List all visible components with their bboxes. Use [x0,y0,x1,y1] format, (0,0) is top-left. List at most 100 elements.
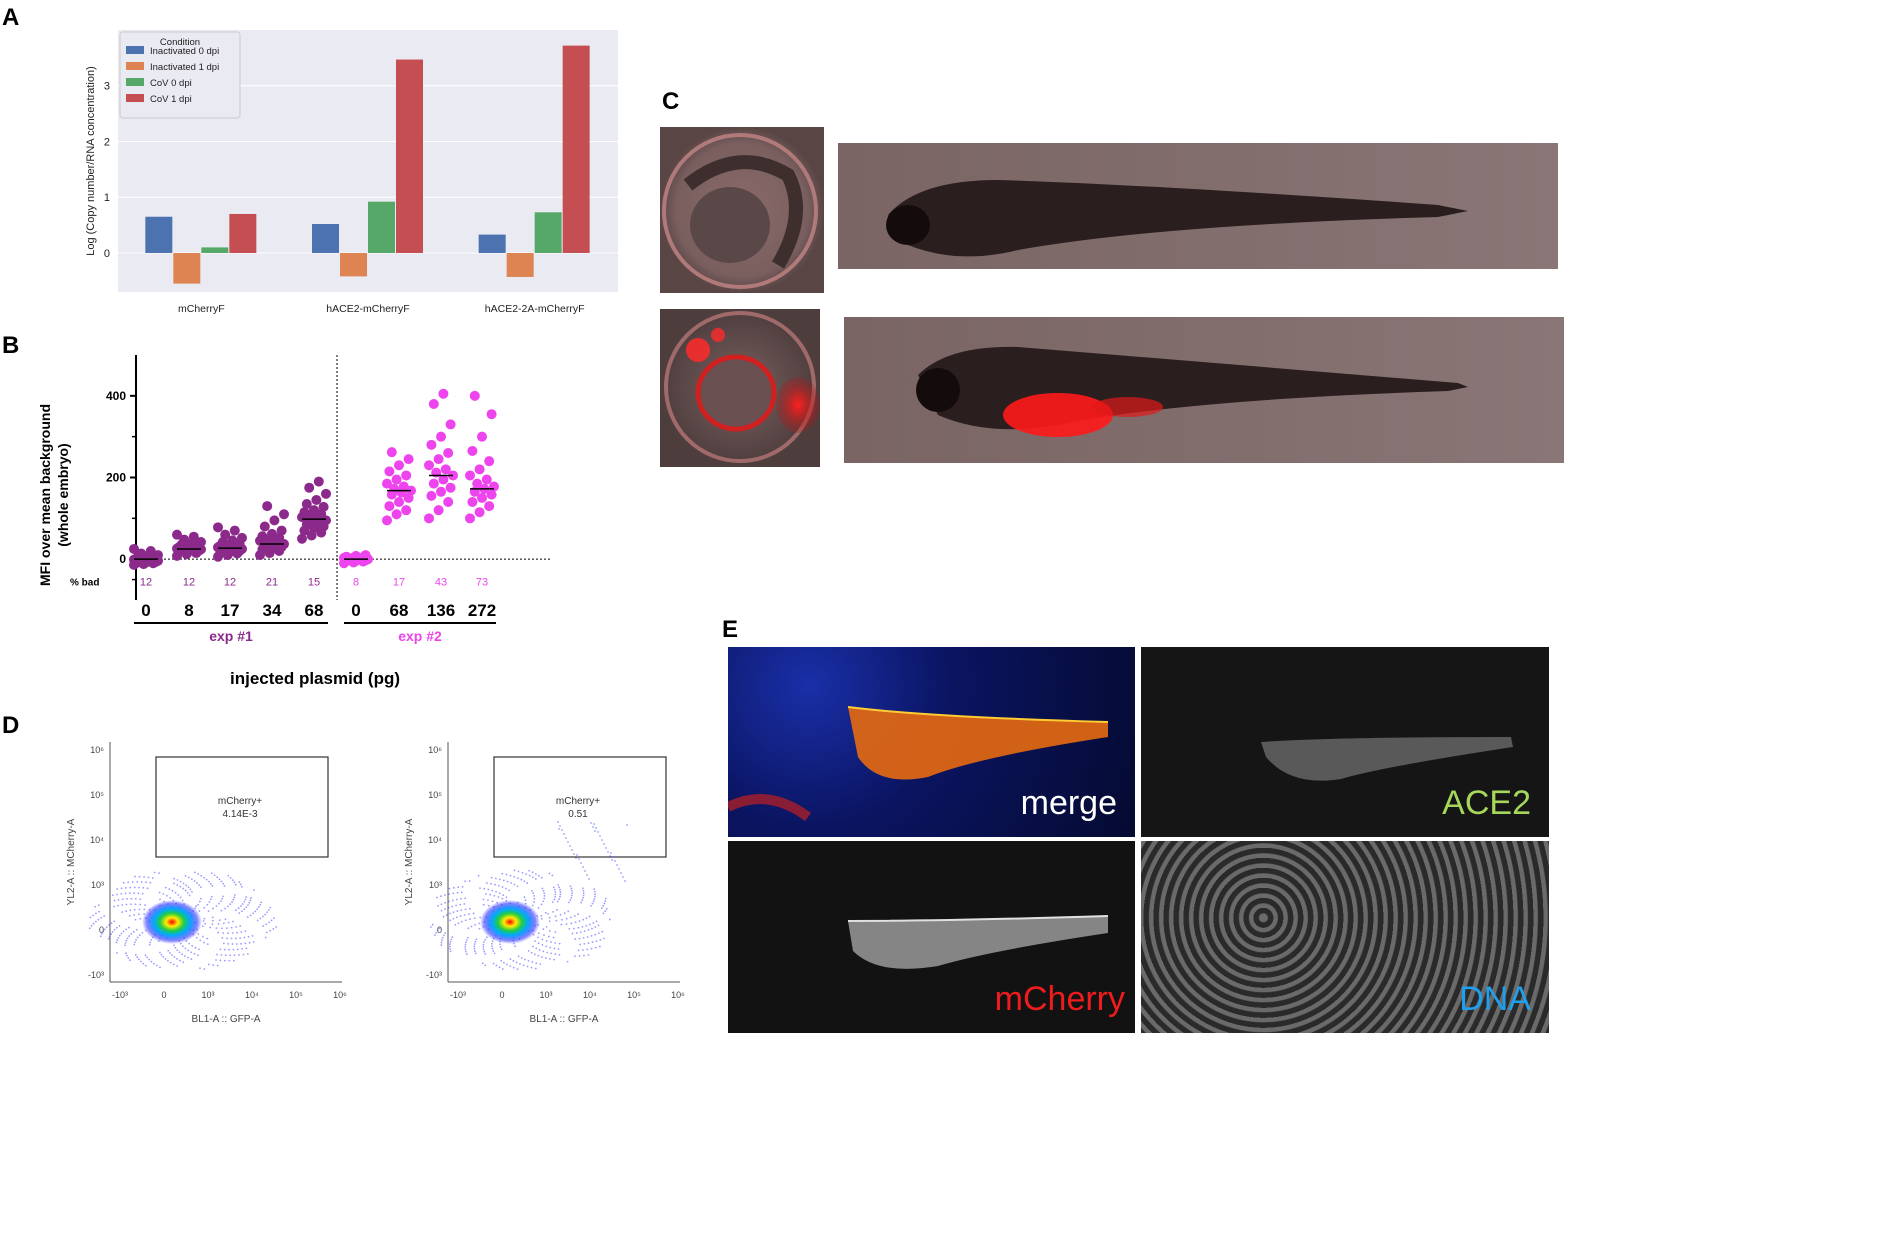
data-point [398,481,409,492]
event-dot [548,930,551,932]
event-dot [121,904,124,906]
bar [396,59,423,253]
event-dot [527,959,530,962]
data-point [297,533,307,544]
event-dot [215,927,218,930]
event-dot [582,887,584,890]
event-dot [591,941,594,944]
event-dot [474,940,477,943]
event-dot [116,888,119,890]
event-dot [459,903,462,906]
event-dot [100,916,103,919]
event-dot [193,871,196,874]
event-dot [246,916,249,919]
event-dot [512,959,515,962]
event-dot [575,932,578,934]
event-dot [561,829,563,831]
event-dot [120,892,123,895]
event-dot [516,885,519,888]
event-dot [92,914,94,917]
event-dot [552,936,555,939]
event-dot [137,892,140,895]
x-tick-label: mCherryF [178,303,225,315]
event-dot [118,934,121,937]
event-dot [530,951,533,954]
data-point [384,466,395,477]
data-point [401,470,412,481]
event-dot [553,888,556,891]
data-point [220,529,231,540]
event-dot [127,956,130,959]
event-dot [560,923,563,926]
event-dot [238,912,241,915]
event-dot [121,898,124,901]
data-point [484,456,495,467]
panel-e-merge-image: merge [728,647,1135,837]
event-dot [491,940,494,943]
event-dot [207,910,210,913]
data-point [469,390,480,401]
event-dot [245,906,248,909]
event-dot [614,860,616,862]
event-dot [616,864,618,866]
event-dot [605,907,608,910]
event-dot [438,927,441,930]
event-dot [554,931,557,934]
event-dot [220,880,223,883]
event-dot [449,919,452,922]
bar [478,234,506,253]
event-dot [429,926,432,928]
event-dot [178,951,181,954]
event-dot [444,932,447,935]
event-dot [544,911,547,914]
data-point [318,501,329,512]
event-dot [440,944,443,946]
event-dot [520,957,523,959]
x-tick-label: 68 [305,601,324,620]
event-dot [200,874,203,877]
event-dot [533,895,536,897]
event-dot [582,894,585,897]
event-dot [574,955,576,958]
event-dot [548,958,551,960]
event-dot [535,962,538,964]
event-dot [172,963,175,966]
event-dot [576,854,578,856]
data-point [382,515,392,526]
event-dot [522,964,525,967]
legend-entry: CoV 0 dpi [150,78,192,89]
event-dot [470,925,473,928]
event-dot [520,878,523,881]
event-dot [128,926,130,929]
event-dot [580,862,582,864]
event-dot [557,948,560,950]
event-dot [537,942,540,945]
event-dot [133,886,136,889]
event-dot [558,953,561,956]
event-dot [461,885,464,888]
event-dot [248,901,251,904]
event-dot [582,949,584,951]
event-dot [236,931,238,934]
event-dot [482,946,485,948]
data-point [129,543,139,554]
event-dot [218,919,221,922]
event-dot [583,942,586,945]
event-dot [582,889,585,892]
event-dot [554,942,557,944]
event-dot [602,912,605,915]
event-dot [239,883,242,886]
event-dot [146,956,149,959]
event-dot [222,922,225,925]
event-dot [506,880,509,883]
event-dot [538,949,541,951]
y-axis-label-line1: MFI over mean background [37,404,53,586]
event-dot [160,953,163,956]
event-dot [449,912,451,915]
event-dot [533,953,536,956]
event-dot [482,948,485,951]
event-dot [558,828,560,830]
event-dot [587,954,590,956]
x-tick-label: 10⁶ [671,990,685,1000]
event-dot [548,920,551,923]
